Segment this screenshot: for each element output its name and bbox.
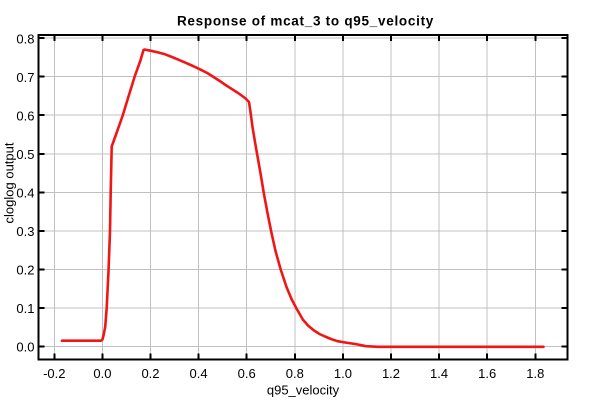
svg-text:0.4: 0.4	[16, 186, 34, 201]
svg-text:cloglog output: cloglog output	[2, 142, 17, 223]
svg-text:1.8: 1.8	[526, 366, 544, 381]
svg-text:0.8: 0.8	[286, 366, 304, 381]
svg-text:0.7: 0.7	[16, 70, 34, 85]
svg-text:1.4: 1.4	[430, 366, 448, 381]
svg-text:0.6: 0.6	[238, 366, 256, 381]
svg-text:0.8: 0.8	[16, 32, 34, 47]
svg-text:Response of mcat_3 to q95_velo: Response of mcat_3 to q95_velocity	[177, 14, 434, 29]
svg-text:0.2: 0.2	[16, 263, 34, 278]
svg-text:0.0: 0.0	[93, 366, 111, 381]
svg-text:0.4: 0.4	[190, 366, 208, 381]
svg-text:1.2: 1.2	[382, 366, 400, 381]
svg-text:0.1: 0.1	[16, 301, 34, 316]
svg-text:1.0: 1.0	[334, 366, 352, 381]
svg-text:1.6: 1.6	[478, 366, 496, 381]
svg-text:0.5: 0.5	[16, 147, 34, 162]
svg-text:0.6: 0.6	[16, 109, 34, 124]
svg-text:q95_velocity: q95_velocity	[267, 383, 340, 398]
svg-text:0.2: 0.2	[141, 366, 159, 381]
svg-text:0.3: 0.3	[16, 224, 34, 239]
svg-text:0.0: 0.0	[16, 340, 34, 355]
svg-text:-0.2: -0.2	[43, 366, 65, 381]
